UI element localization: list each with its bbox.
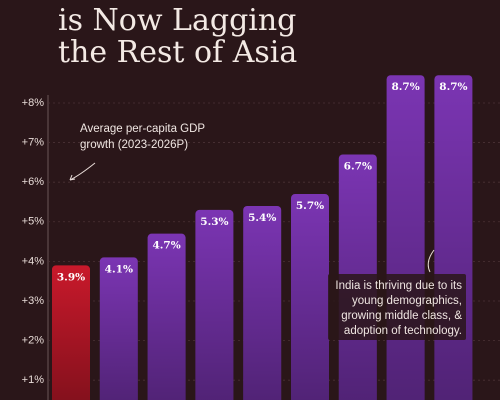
bar-shade (52, 265, 90, 400)
y-tick-label: +2% (22, 335, 45, 347)
bar-shade (99, 257, 138, 400)
value-label: 8.7% (391, 81, 419, 93)
annotation-box (328, 274, 466, 340)
annotation: young demographics, (352, 295, 462, 307)
bar-shade (243, 205, 282, 400)
bar-shade (147, 233, 186, 400)
value-label: 6.7% (344, 160, 372, 172)
bar-shade (291, 194, 329, 400)
value-label: 5.7% (296, 200, 324, 212)
annotation: Average per-capita GDP (80, 123, 205, 135)
arrow (69, 162, 96, 181)
y-tick-label: +3% (22, 295, 45, 307)
annotation: adoption of technology. (344, 325, 462, 337)
y-tick-label: +8% (22, 97, 45, 109)
y-tick-label: +6% (22, 176, 45, 188)
annotation: growth (2023-2026P) (80, 139, 188, 151)
y-tick-label: +4% (22, 255, 45, 267)
y-tick-label: +5% (22, 216, 45, 228)
value-label: 3.9% (57, 271, 85, 283)
value-label: 5.3% (200, 216, 228, 228)
y-tick-label: +7% (22, 136, 45, 148)
bar-shade (195, 209, 234, 400)
bar-shade (434, 75, 473, 400)
arrow (69, 174, 76, 181)
value-label: 4.7% (152, 240, 180, 252)
annotation: growing middle class, & (341, 310, 462, 322)
plot: +1% +2% +3% +4% +5% +6% +7% +8% 3.9% 4.1% 4.7% 5.3%… (22, 75, 500, 400)
chart-title: is Now Lagging (58, 3, 296, 38)
chart-title: the Rest of Asia (58, 35, 297, 70)
arrow (427, 249, 435, 273)
value-label: 5.4% (248, 212, 276, 224)
annotation: India is thriving due to its (335, 280, 462, 292)
bar-shade (386, 75, 425, 400)
y-tick-label: +1% (22, 374, 45, 386)
value-label: 4.1% (105, 263, 133, 275)
value-label: 8.7% (439, 81, 467, 93)
